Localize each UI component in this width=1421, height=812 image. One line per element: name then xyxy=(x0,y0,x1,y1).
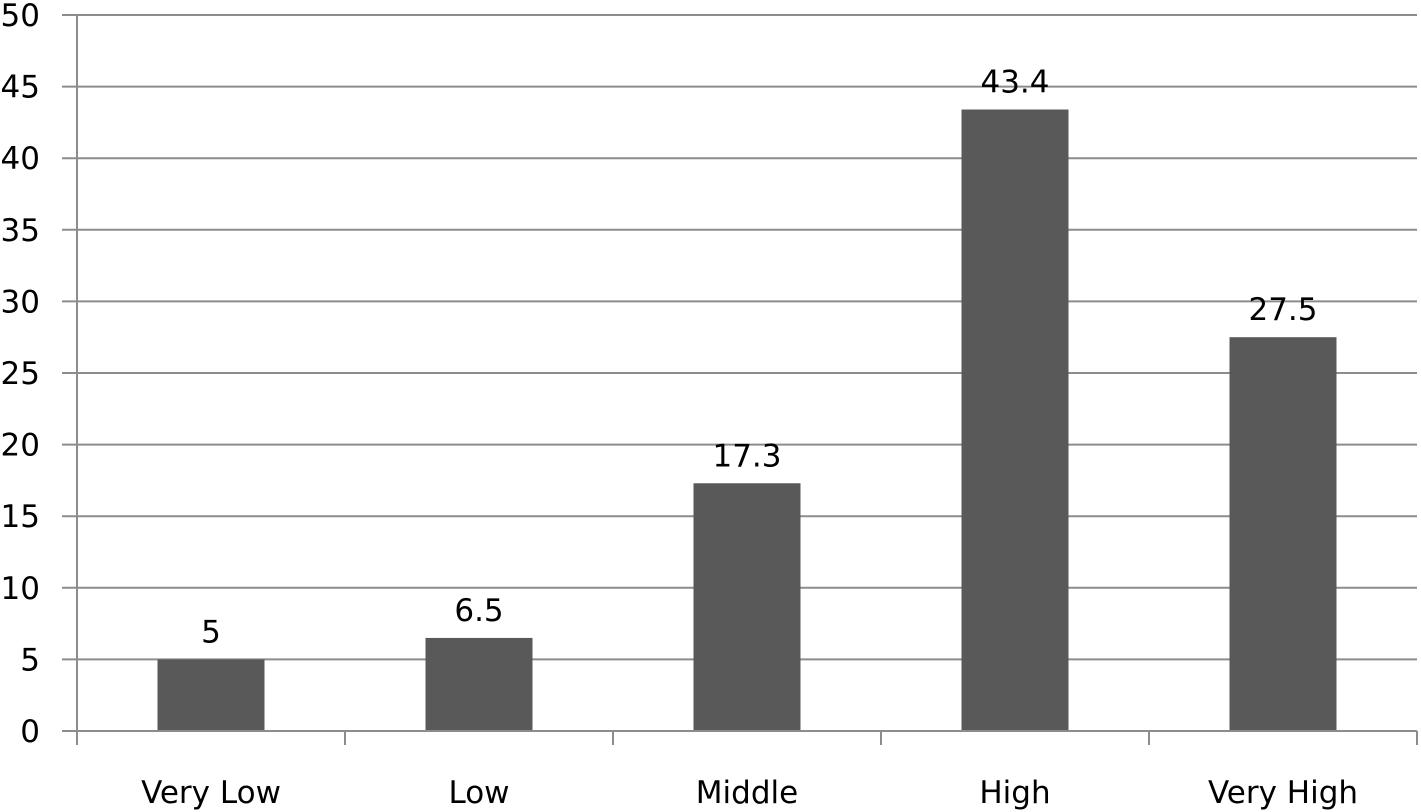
data-label: 17.3 xyxy=(712,438,781,474)
y-tick-label: 25 xyxy=(1,356,40,392)
data-labels: 5 6.5 17.3 43.4 27.5 xyxy=(201,65,1317,651)
bar xyxy=(425,637,533,731)
y-tick-label: 40 xyxy=(1,141,40,177)
y-tick-label: 0 xyxy=(20,714,40,750)
y-tick-label: 45 xyxy=(1,70,40,106)
bar xyxy=(1229,337,1337,731)
category-label: Very High xyxy=(1208,775,1358,811)
category-label: High xyxy=(979,775,1050,811)
data-label: 43.4 xyxy=(980,65,1049,101)
bars xyxy=(157,109,1337,731)
y-tick-label: 5 xyxy=(20,642,40,678)
data-label: 5 xyxy=(201,614,221,650)
category-label: Very Low xyxy=(141,775,281,811)
category-label: Middle xyxy=(696,775,798,811)
data-label: 27.5 xyxy=(1248,292,1317,328)
bar xyxy=(693,483,801,731)
y-tick-label: 15 xyxy=(1,499,40,535)
y-tick-label: 10 xyxy=(1,571,40,607)
y-tick-label: 35 xyxy=(1,213,40,249)
category-label: Low xyxy=(448,775,509,811)
gridlines xyxy=(62,14,1417,661)
bar xyxy=(157,659,265,731)
y-tick-label: 50 xyxy=(1,0,40,34)
y-axis-tick-labels: 0 5 10 15 20 25 30 35 40 45 50 xyxy=(1,0,40,750)
bar xyxy=(961,109,1069,731)
data-label: 6.5 xyxy=(454,593,503,629)
y-tick-label: 30 xyxy=(1,284,40,320)
x-axis-category-labels: Very Low Low Middle High Very High xyxy=(141,775,1358,811)
axes xyxy=(62,15,1418,745)
y-tick-label: 20 xyxy=(1,428,40,464)
